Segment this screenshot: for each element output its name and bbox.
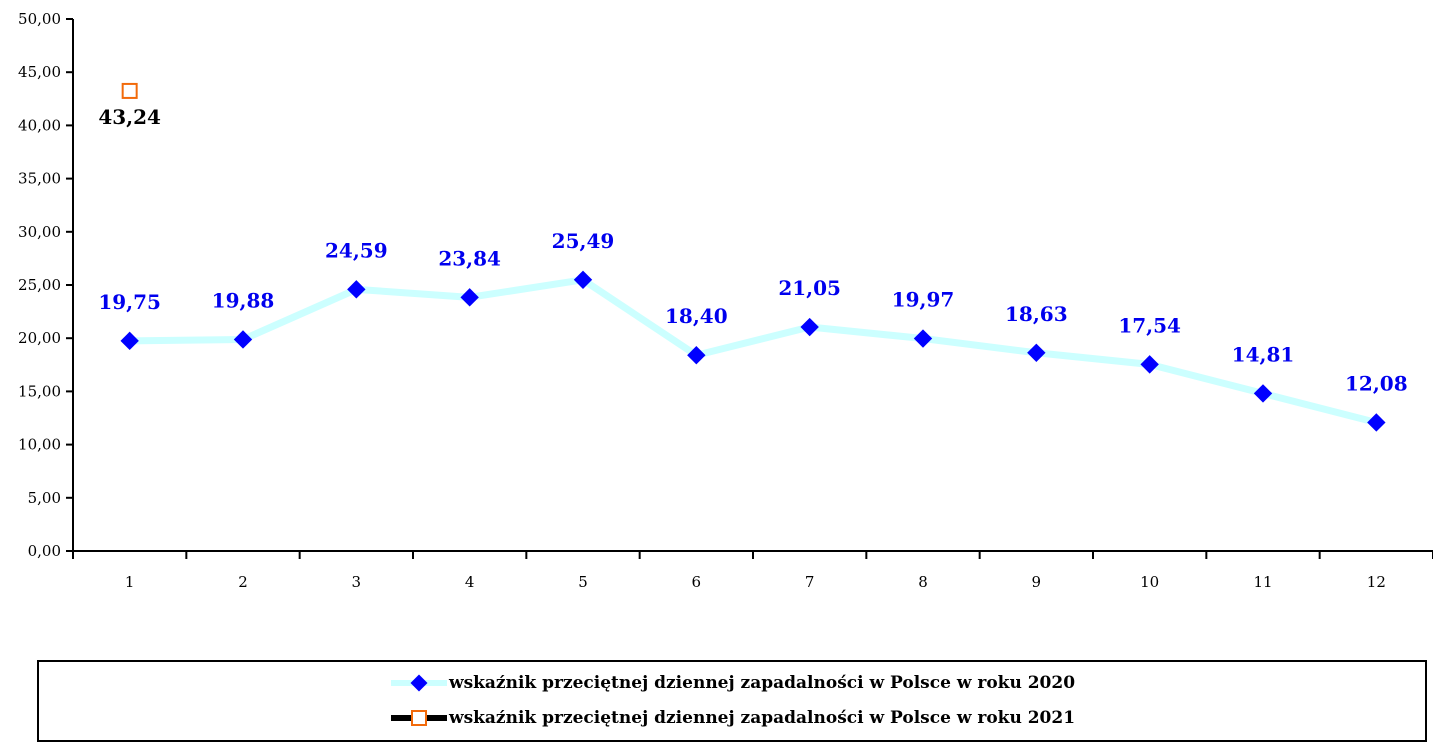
series-2020-data-label: 19,88: [212, 288, 275, 312]
x-tick-label: 9: [1032, 573, 1042, 591]
series-2020-point: [913, 329, 933, 348]
series-2020-data-label: 12,08: [1345, 371, 1408, 395]
series-2020-data-label: 17,54: [1118, 313, 1181, 337]
series-2020-point: [687, 346, 706, 365]
series-2020-point: [1027, 343, 1046, 362]
x-tick-label: 2: [238, 573, 248, 591]
x-tick-label: 8: [918, 573, 928, 591]
series-2020-data-label: 19,75: [98, 290, 161, 314]
legend-entry-2021: wskaźnik przeciętnej dziennej zapadalnoś…: [39, 703, 1425, 733]
y-tick-label: 20,00: [18, 329, 61, 347]
series-2020-point: [573, 270, 593, 289]
series-lines: [129, 276, 1378, 426]
series-2020-point: [1140, 355, 1159, 374]
y-tick-label: 50,00: [18, 10, 61, 28]
legend-entry-2020: wskaźnik przeciętnej dziennej zapadalnoś…: [39, 668, 1425, 698]
y-tick-label: 45,00: [18, 63, 61, 81]
series-2020-data-label: 21,05: [778, 276, 841, 300]
x-tick-label: 6: [692, 573, 702, 591]
series-2020-point: [800, 317, 819, 337]
series-2020-line: [129, 276, 1378, 426]
series-2021-data-label: 43,24: [98, 105, 161, 129]
series-2020-point: [460, 288, 479, 307]
legend-label-2021: wskaźnik przeciętnej dziennej zapadalnoś…: [448, 708, 1076, 728]
x-tick-label: 12: [1367, 573, 1386, 591]
y-tick-label: 30,00: [18, 223, 61, 241]
x-tick-label: 10: [1140, 573, 1159, 591]
series-2020-data-label: 23,84: [438, 246, 501, 270]
series-2020-data-label: 18,40: [665, 304, 728, 328]
series-2020-data-label: 25,49: [552, 229, 615, 253]
series-2020-point: [1367, 413, 1386, 432]
series-2020-data-label: 18,63: [1005, 302, 1068, 326]
series-2020-point: [120, 331, 139, 351]
legend-label-2020: wskaźnik przeciętnej dziennej zapadalnoś…: [448, 673, 1076, 693]
x-tick-label: 7: [805, 573, 815, 591]
series-2020-data-label: 19,97: [892, 288, 955, 312]
x-tick-label: 4: [465, 573, 475, 591]
y-tick-label: 5,00: [28, 489, 61, 507]
y-tick-label: 25,00: [18, 276, 61, 294]
legend-swatch-2021: [390, 710, 447, 726]
line-chart: 0,00 5,00 10,00 15,00 20,00 25,00 30,00 35,00 40…: [18, 10, 1433, 591]
series-2021-point: [121, 82, 138, 99]
y-tick-label: 35,00: [18, 170, 61, 188]
series-2020-point: [1253, 384, 1273, 403]
y-tick-label: 40,00: [18, 116, 61, 134]
x-tick-label: 11: [1253, 573, 1272, 591]
y-tick-label: 0,00: [28, 542, 61, 560]
x-tick-label: 1: [125, 573, 135, 591]
diamond-marker-icon: [410, 674, 428, 692]
chart-legend: wskaźnik przeciętnej dziennej zapadalnoś…: [37, 660, 1427, 742]
series-2020-point: [233, 330, 253, 349]
x-tick-label: 3: [352, 573, 362, 591]
chart-axes: 0,00 5,00 10,00 15,00 20,00 25,00 30,00 35,00 40…: [18, 10, 1433, 591]
x-tick-label: 5: [578, 573, 588, 591]
data-labels: 19,75 19,88 24,59 23,84 25,49 18,40 21,05 19,97…: [98, 105, 1407, 396]
series-2020-point: [347, 280, 366, 299]
square-marker-icon: [410, 710, 427, 726]
series-markers: [120, 82, 1386, 432]
y-tick-label: 10,00: [18, 436, 61, 454]
y-tick-label: 15,00: [18, 382, 61, 400]
series-2020-data-label: 24,59: [325, 238, 388, 262]
legend-swatch-2020: [390, 674, 447, 692]
series-2020-data-label: 14,81: [1232, 342, 1295, 366]
